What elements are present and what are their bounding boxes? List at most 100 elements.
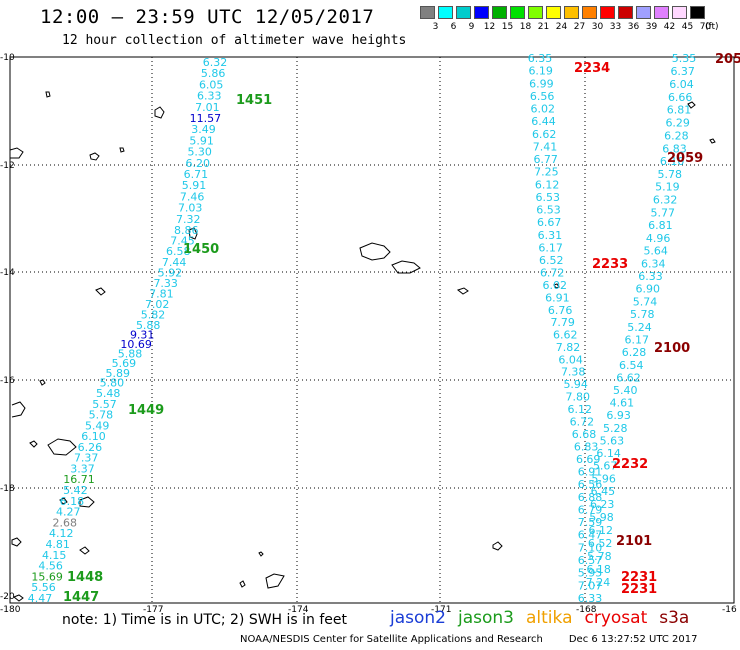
swh-value: 5.48 [96, 387, 121, 400]
swh-value: 6.33 [578, 592, 603, 605]
lat-tick: -10 [0, 53, 15, 63]
swh-value: 5.89 [106, 367, 131, 380]
swh-value: 5.57 [92, 398, 117, 411]
swh-value: 5.28 [603, 422, 628, 435]
credit-text: NOAA/NESDIS Center for Satellite Applica… [240, 634, 543, 645]
swh-value: 6.18 [586, 563, 611, 576]
legend-swatch [618, 6, 633, 19]
track-cryosat: 6.356.196.996.566.026.446.627.416.777.25… [528, 52, 603, 605]
swh-value: 7.07 [578, 579, 603, 592]
legend-label: 6 [450, 22, 457, 32]
swh-value: 6.17 [625, 334, 650, 347]
swh-value: 6.18 [60, 495, 85, 508]
lon-tick: -168 [576, 605, 597, 615]
pass-time: 2101 [616, 534, 652, 549]
legend-swatch [438, 6, 453, 19]
swh-value: 6.62 [616, 372, 641, 385]
swh-value: 7.80 [566, 391, 591, 404]
swh-value: 5.56 [31, 581, 56, 594]
swh-value: 6.17 [538, 242, 563, 255]
mission-jason3: jason3 [458, 608, 514, 628]
legend-swatch [564, 6, 579, 19]
pass-time: 2233 [592, 257, 628, 272]
swh-value: 6.88 [578, 491, 603, 504]
swh-value: 6.32 [203, 56, 228, 69]
mission-legend: jason2 jason3 altika cryosat s3a [390, 608, 701, 628]
swh-value: 6.68 [572, 428, 597, 441]
swh-value: 5.96 [591, 472, 616, 485]
pass-time: 2232 [612, 457, 648, 472]
swh-value: 6.77 [533, 153, 558, 166]
legend-label: 3 [432, 22, 439, 32]
legend-swatch [636, 6, 651, 19]
swh-value: 5.91 [182, 179, 207, 192]
mission-cryosat: cryosat [584, 608, 648, 628]
swh-value: 5.30 [187, 146, 212, 159]
swh-value: 4.27 [56, 506, 81, 519]
swh-value: 6.62 [553, 329, 578, 342]
swh-value: 7.33 [153, 277, 178, 290]
lon-tick-labels: -180 -177 -174 -171 -168 -16 [0, 605, 737, 615]
legend-label: 12 [483, 22, 496, 32]
pass-time: 2100 [654, 341, 690, 356]
legend-label: 9 [468, 22, 475, 32]
legend-swatch [546, 6, 561, 19]
swh-value: 6.31 [538, 229, 563, 242]
swh-value: 7.41 [533, 140, 558, 153]
legend-swatch [672, 6, 687, 19]
swh-value: 6.69 [576, 453, 601, 466]
swh-value: 5.88 [136, 319, 161, 332]
swh-value: 6.72 [540, 267, 565, 280]
swh-value: 5.19 [655, 181, 680, 194]
swh-value: 7.38 [561, 366, 586, 379]
swh-value: 6.57 [578, 554, 603, 567]
legend-swatch [474, 6, 489, 19]
map-frame [9, 56, 735, 604]
swh-value: 6.28 [622, 346, 647, 359]
swh-value: 5.77 [651, 206, 676, 219]
swh-value: 7.81 [149, 287, 174, 300]
legend-label: 42 [663, 22, 676, 32]
legend-label: 24 [555, 22, 568, 32]
legend-label: 18 [519, 22, 532, 32]
legend-label: 70 [699, 22, 712, 32]
swh-value: 4.47 [28, 592, 53, 605]
swh-value: 7.03 [178, 202, 203, 215]
pass-time: 1448 [67, 570, 103, 585]
swh-value: 6.93 [606, 409, 631, 422]
pass-time: 1447 [63, 590, 99, 605]
lat-tick: -14 [0, 268, 15, 278]
swh-value: 6.10 [660, 155, 685, 168]
swh-value: 5.49 [85, 419, 110, 432]
pass-time: 1449 [128, 403, 164, 418]
swh-value: 6.02 [531, 103, 556, 116]
swh-value: 5.95 [578, 567, 603, 580]
swh-value: 4.12 [49, 527, 74, 540]
swh-value: 7.32 [176, 213, 201, 226]
swh-value: 7.24 [586, 576, 611, 589]
lat-tick: -12 [0, 161, 15, 171]
swh-value: 5.69 [112, 357, 137, 370]
swh-value: 5.94 [563, 378, 588, 391]
legend-swatch [492, 6, 507, 19]
swh-value: 7.44 [162, 256, 187, 269]
mission-jason2: jason2 [390, 608, 446, 628]
swh-value: 6.33 [638, 270, 663, 283]
swh-value: 4.56 [38, 560, 63, 573]
island-samoa-upolu [359, 242, 391, 261]
swh-value: 8.86 [174, 224, 199, 237]
swh-value: 7.45 [170, 235, 195, 248]
swh-value: 3.37 [70, 463, 95, 476]
lon-tick: -180 [0, 605, 21, 615]
swh-value: 6.67 [537, 216, 562, 229]
swh-value: 6.37 [670, 65, 695, 78]
mission-altika: altika [526, 608, 573, 628]
swh-value: 7.02 [145, 298, 170, 311]
legend-label: 21 [537, 22, 550, 32]
legend-swatch [528, 6, 543, 19]
swh-value: 7.01 [195, 101, 220, 114]
pass-time: 205 [715, 52, 740, 67]
swh-value: 4.61 [610, 397, 635, 410]
swh-value: 5.24 [627, 321, 652, 334]
swh-value: 6.83 [662, 142, 687, 155]
